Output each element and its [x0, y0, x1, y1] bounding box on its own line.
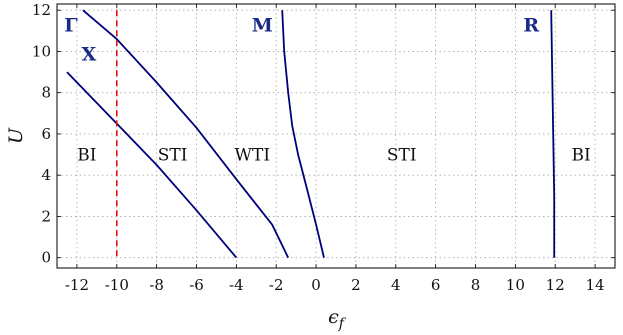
x-tick-label: -8 [149, 276, 164, 294]
y-tick-label: 8 [41, 84, 51, 102]
x-tick-label: -4 [229, 276, 244, 294]
region-label: BI [572, 146, 591, 166]
x-tick-label: -6 [189, 276, 204, 294]
y-tick-label: 4 [41, 166, 51, 184]
y-tick-label: 0 [41, 249, 51, 267]
region-label: STI [158, 146, 188, 166]
region-label: WTI [235, 146, 271, 166]
series-line [550, 10, 556, 258]
x-tick-label: 2 [351, 276, 361, 294]
x-tick-label: 14 [586, 276, 605, 294]
y-tick-label: 2 [41, 207, 51, 225]
plot-frame [56, 3, 616, 269]
series-line [66, 71, 238, 259]
x-tick-label: 4 [391, 276, 401, 294]
annotations: BI STI WTI STI BI ΓX M R [64, 15, 591, 166]
y-axis-title: U [5, 127, 27, 144]
point-label: X [82, 44, 97, 66]
x-tick-label: -12 [65, 276, 89, 294]
x-tick-label: -10 [105, 276, 129, 294]
x-tick-label: 8 [471, 276, 481, 294]
x-tick-label: 0 [311, 276, 321, 294]
x-tick-label: 10 [506, 276, 525, 294]
point-label: M [252, 15, 273, 37]
point-label: R [523, 15, 539, 37]
axis-ticks: -12 -10 -8 -6 -4 -2 0 2 4 6 8 10 12 14 0 2 4 6 8 10 12 [32, 1, 615, 294]
series-lines [66, 9, 556, 259]
series-line [82, 9, 290, 259]
y-tick-label: 6 [41, 125, 51, 143]
x-tick-label: 6 [431, 276, 441, 294]
point-label: Γ [64, 15, 78, 37]
grid [57, 4, 615, 268]
x-axis-title: ϵf [328, 306, 347, 332]
y-tick-label: 12 [32, 1, 51, 19]
series-line [281, 10, 325, 258]
x-tick-label: 12 [546, 276, 565, 294]
x-tick-label: -2 [269, 276, 284, 294]
y-tick-label: 10 [32, 42, 51, 60]
region-label: BI [77, 146, 96, 166]
region-label: STI [387, 146, 417, 166]
